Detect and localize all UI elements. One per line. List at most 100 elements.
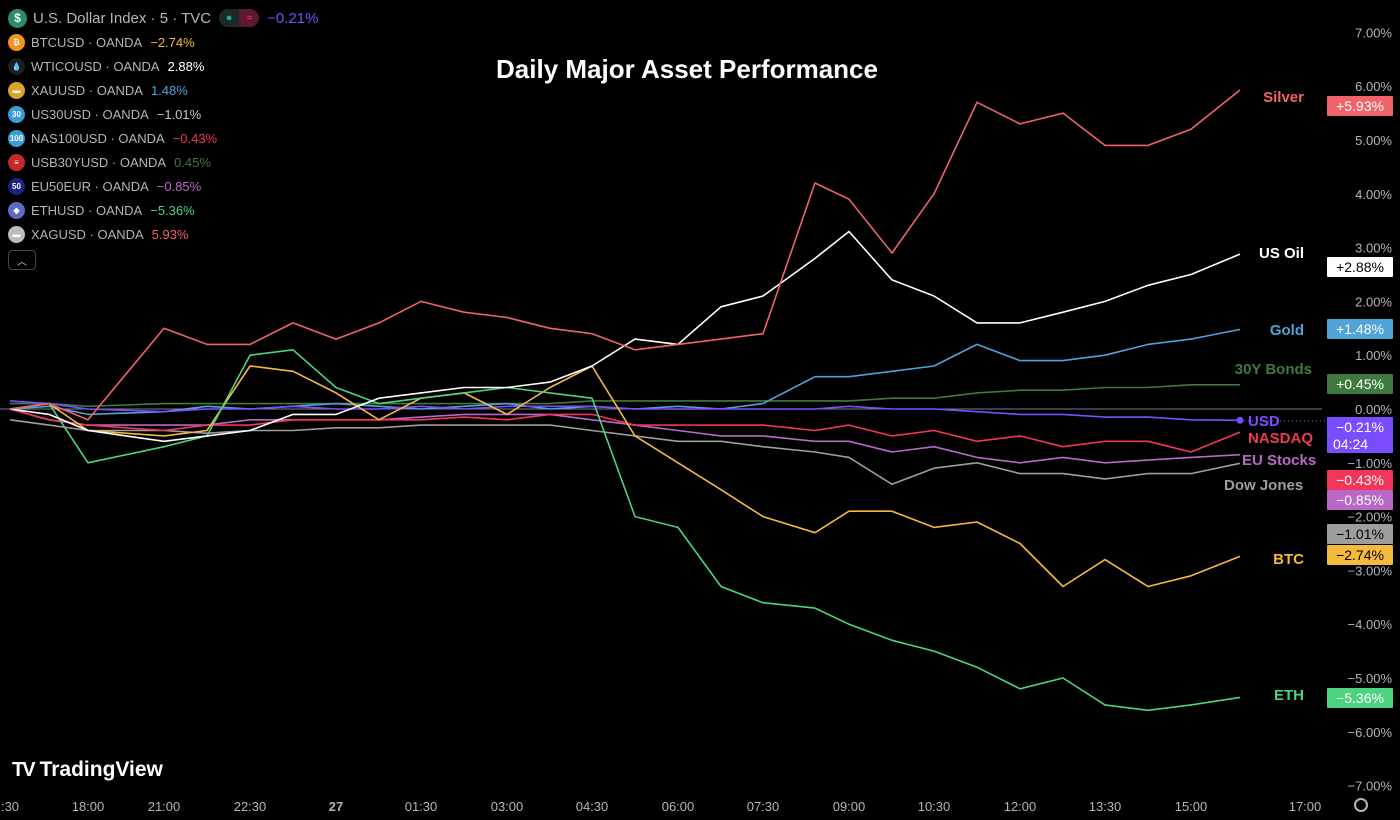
x-tick-label: 07:30 (747, 799, 780, 814)
y-tick-label: 2.00% (1355, 294, 1392, 309)
series-label-eu-stocks: EU Stocks (1242, 452, 1316, 469)
x-tick-label: 22:30 (234, 799, 267, 814)
legend-symbol: BTCUSD · OANDA (31, 34, 143, 50)
legend-main-row[interactable]: $ U.S. Dollar Index · 5 · TVC ● ≈ −0.21% (8, 6, 318, 30)
value-badge-30y-bonds (1327, 374, 1393, 394)
value-badge-text: −2.74% (1336, 547, 1384, 563)
market-status-pill[interactable]: ● ≈ (219, 9, 260, 27)
y-tick-label: −4.00% (1348, 617, 1393, 632)
legend-symbol: XAGUSD · OANDA (31, 226, 144, 242)
legend-change: 1.48% (150, 82, 188, 98)
chart-settings-icon[interactable] (1354, 798, 1368, 812)
legend: $ U.S. Dollar Index · 5 · TVC ● ≈ −0.21%… (8, 6, 318, 270)
y-tick-label: −6.00% (1348, 725, 1393, 740)
oil-drop-icon: 💧 (8, 57, 25, 75)
series-line-nasdaq[interactable] (9, 408, 1241, 453)
logo-text: TradingView (39, 758, 163, 781)
series-line-usd[interactable] (9, 400, 1241, 422)
legend-item[interactable]: 💧 WTICOUSD · OANDA 2.88% (8, 54, 318, 78)
x-tick-label: 27 (329, 799, 343, 814)
series-label-dow-jones: Dow Jones (1224, 477, 1303, 494)
series-line-us-oil[interactable] (9, 230, 1241, 443)
value-badge-gold (1327, 319, 1393, 339)
legend-symbol: US30USD · OANDA (31, 106, 149, 122)
y-tick-label: −1.00% (1348, 456, 1393, 471)
legend-main-symbol: U.S. Dollar Index · 5 · TVC (33, 9, 212, 27)
legend-change: 2.88% (167, 58, 205, 74)
value-badge-dow-jones (1327, 524, 1393, 544)
market-open-dot-icon: ● (219, 9, 240, 27)
value-badge-nasdaq (1327, 470, 1393, 490)
x-tick-label: 01:30 (405, 799, 438, 814)
chevron-up-icon: ︿ (17, 256, 27, 268)
x-tick-label: 03:00 (491, 799, 524, 814)
y-tick-label: −7.00% (1348, 779, 1393, 794)
value-badge-btc (1327, 545, 1393, 565)
us30-icon: 30 (8, 105, 25, 123)
legend-item[interactable]: 30 US30USD · OANDA −1.01% (8, 102, 318, 126)
series-label-btc: BTC (1273, 551, 1304, 568)
legend-change: 5.93% (151, 226, 189, 242)
legend-item[interactable]: ≡ USB30YUSD · OANDA 0.45% (8, 150, 318, 174)
legend-item[interactable]: ◆ ETHUSD · OANDA −5.36% (8, 198, 318, 222)
ethereum-icon: ◆ (8, 201, 25, 219)
series-label-usd: USD (1248, 413, 1280, 430)
legend-change: −2.74% (150, 34, 195, 50)
tradingview-logo[interactable]: TV TradingView (12, 758, 163, 782)
legend-change: 0.45% (174, 154, 211, 170)
value-badge-us-oil (1327, 257, 1393, 277)
y-tick-label: 5.00% (1355, 133, 1392, 148)
legend-item[interactable]: 100 NAS100USD · OANDA −0.43% (8, 126, 318, 150)
legend-symbol: XAUUSD · OANDA (31, 82, 143, 98)
legend-item[interactable]: ▬ XAUUSD · OANDA 1.48% (8, 78, 318, 102)
y-tick-label: 0.00% (1355, 402, 1392, 417)
y-tick-label: −2.00% (1348, 510, 1393, 525)
tradingview-logo-icon: TV (12, 758, 36, 781)
collapse-legend-button[interactable]: ︿ (8, 250, 36, 270)
gold-bars-icon: ▬ (8, 81, 25, 99)
us-flag-icon: ≡ (8, 153, 25, 171)
series-line-eu-stocks[interactable] (9, 408, 1241, 464)
value-badge-text: +5.93% (1336, 98, 1384, 114)
nas100-icon: 100 (8, 129, 25, 147)
x-tick-label: 13:30 (1089, 799, 1122, 814)
value-badge-text: −0.43% (1336, 472, 1384, 488)
series-label-nasdaq: NASDAQ (1248, 430, 1313, 447)
x-tick-label: 18:00 (72, 799, 105, 814)
legend-symbol: EU50EUR · OANDA (31, 178, 149, 194)
value-badge-text: −0.21% (1336, 419, 1384, 435)
eu50-icon: 50 (8, 177, 25, 195)
legend-item[interactable]: ▬ XAGUSD · OANDA 5.93% (8, 222, 318, 246)
series-line-btc[interactable] (9, 365, 1241, 588)
x-tick-label: 12:00 (1004, 799, 1037, 814)
y-tick-label: −3.00% (1348, 563, 1393, 578)
x-tick-label: 15:00 (1175, 799, 1208, 814)
series-line-silver[interactable] (9, 89, 1241, 421)
y-tick-label: 7.00% (1355, 25, 1392, 40)
series-label-us-oil: US Oil (1259, 245, 1304, 262)
countdown-timer: 04:24 (1333, 436, 1368, 452)
legend-symbol: NAS100USD · OANDA (31, 130, 165, 146)
legend-main-change: −0.21% (267, 9, 319, 27)
series-label-gold: Gold (1270, 322, 1304, 339)
x-tick-label: 04:30 (576, 799, 609, 814)
x-tick-label: 17:00 (1289, 799, 1322, 814)
chart-title: Daily Major Asset Performance (496, 54, 878, 84)
y-tick-label: −5.00% (1348, 671, 1393, 686)
legend-symbol: ETHUSD · OANDA (31, 202, 143, 218)
legend-item[interactable]: ₿ BTCUSD · OANDA −2.74% (8, 30, 318, 54)
value-badge-text: −5.36% (1336, 690, 1384, 706)
legend-change: −0.85% (156, 178, 202, 194)
series-line-dow-jones[interactable] (9, 419, 1241, 486)
y-tick-label: 4.00% (1355, 187, 1392, 202)
legend-change: −5.36% (150, 202, 195, 218)
x-tick-label: 06:00 (662, 799, 695, 814)
value-badge-eth (1327, 688, 1393, 708)
legend-item[interactable]: 50 EU50EUR · OANDA −0.85% (8, 174, 318, 198)
series-line-eth[interactable] (9, 348, 1241, 712)
legend-symbol: WTICOUSD · OANDA (31, 58, 160, 74)
series-line-30y-bonds[interactable] (10, 383, 1240, 408)
silver-bars-icon: ▬ (8, 225, 25, 243)
value-badge-eu-stocks (1327, 490, 1393, 510)
